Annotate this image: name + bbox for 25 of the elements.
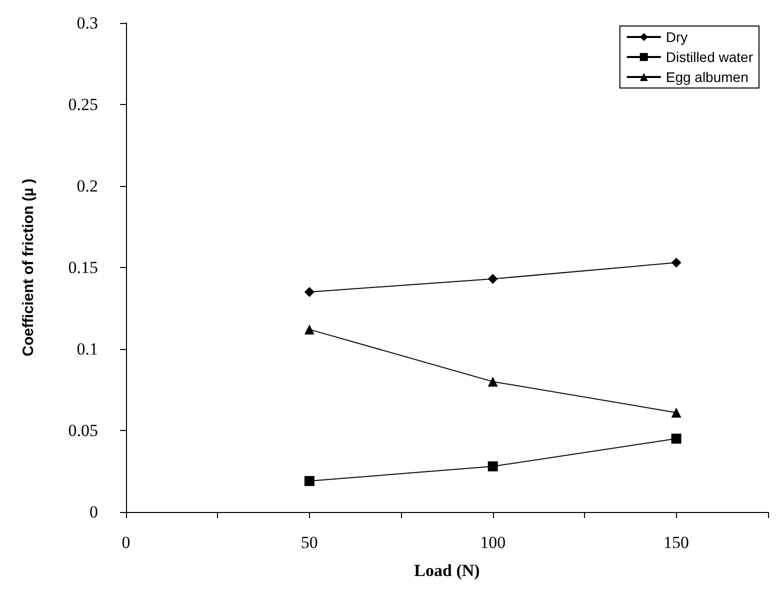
y-tick-label: 0: [90, 502, 98, 522]
point: [488, 461, 498, 472]
x-tick-label: 150: [664, 533, 690, 552]
y-tick-label: 0.25: [68, 95, 98, 114]
legend-label: Egg albumen: [666, 69, 748, 85]
point: [488, 274, 498, 284]
x-tick-label: 50: [300, 533, 318, 552]
y-tick-label: 0.2: [76, 176, 98, 196]
y-axis-title: Coefficient of friction (µ ): [20, 178, 37, 356]
point: [671, 408, 682, 418]
legend-label: Dry: [666, 29, 688, 45]
legend-label: Distilled water: [666, 49, 754, 65]
point: [671, 434, 682, 444]
x-tick-label: 100: [480, 533, 506, 552]
y-tick-label: 0.3: [76, 14, 98, 32]
y-tick-label: 0.1: [76, 340, 98, 358]
point: [304, 476, 314, 486]
y-tick-label: 0.15: [68, 258, 98, 277]
point: [304, 286, 314, 297]
x-axis-title: Load (N): [414, 561, 480, 580]
point: [488, 376, 498, 387]
x-tick-label: 0: [122, 533, 130, 552]
y-tick-label: 0.05: [68, 421, 98, 440]
point: [304, 324, 314, 334]
point: [671, 258, 682, 268]
